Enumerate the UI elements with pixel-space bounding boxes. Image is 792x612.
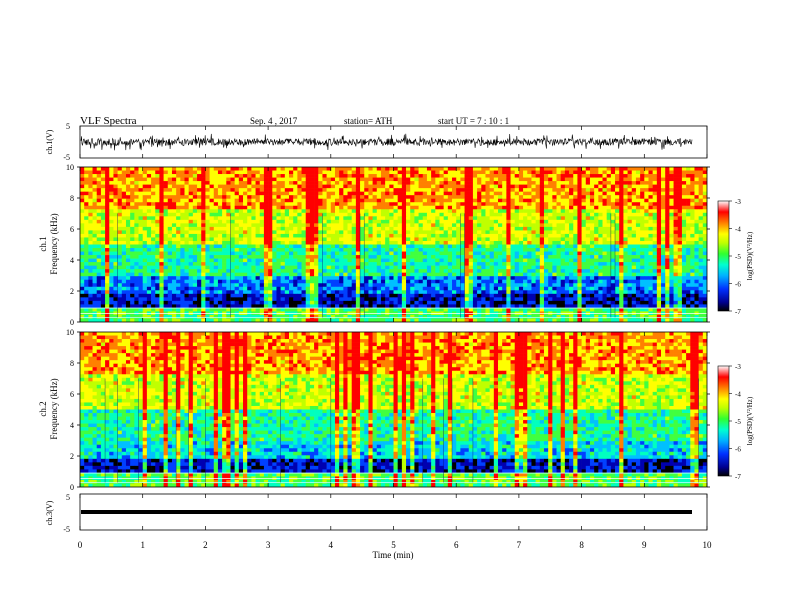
ch1-waveform-line — [80, 133, 693, 151]
time-tick-label: 5 — [391, 540, 396, 550]
freq-tick-label: 0 — [70, 318, 74, 327]
ch1-waveform-trace — [80, 133, 693, 151]
colorbar-tick-label: -7 — [735, 308, 741, 316]
freq-tick-label: 8 — [70, 194, 74, 203]
ch3-ytick-bottom: -5 — [63, 525, 70, 534]
freq-tick-label: 4 — [70, 256, 74, 265]
ch1-spectrogram-ylabel-channel: ch.1 — [38, 236, 48, 251]
colorbar-tick-label: -6 — [735, 446, 741, 454]
freq-tick-label: 0 — [70, 483, 74, 492]
ch1-spectrogram-panel: 0 2 4 6 8 10 ch.1 Frequency (kHz) — [38, 163, 710, 327]
ch1-waveform-panel: 5 -5 ch.1(V) — [45, 122, 708, 162]
time-axis: 0 1 2 3 4 5 6 7 8 9 10 — [78, 126, 712, 550]
figure-title: VLF Spectra — [80, 115, 137, 127]
colorbar-tick-label: -5 — [735, 253, 741, 261]
freq-tick-label: 2 — [70, 452, 74, 461]
time-tick-label: 10 — [703, 540, 713, 550]
colorbar-tick-label: -7 — [735, 473, 741, 481]
time-tick-label: 8 — [579, 540, 584, 550]
colorbar-tick-label: -3 — [735, 198, 741, 206]
time-tick-label: 1 — [140, 540, 145, 550]
freq-tick-label: 10 — [66, 163, 74, 172]
ch2-spectrogram-ylabel-channel: ch.2 — [38, 401, 48, 416]
freq-tick-label: 10 — [66, 328, 74, 337]
ch1-frequency-axis: 0 2 4 6 8 10 — [66, 163, 710, 327]
colorbar-tick-label: -5 — [735, 418, 741, 426]
freq-tick-label: 8 — [70, 359, 74, 368]
freq-tick-label: 6 — [70, 225, 74, 234]
freq-tick-label: 4 — [70, 421, 74, 430]
ch1-colorbar-scale — [717, 200, 730, 312]
ch2-spectrogram-panel: 0 2 4 6 8 10 ch.2 Frequency (kHz) — [38, 328, 710, 492]
ch3-waveform-panel: 5 -5 ch.3(V) 0 1 2 3 4 5 6 7 8 9 10 Time (min) — [45, 126, 712, 560]
ch1-waveform-ylabel: ch.1(V) — [45, 129, 54, 154]
ch2-frequency-axis: 0 2 4 6 8 10 — [66, 328, 710, 492]
ch1-ytick-top: 5 — [66, 122, 70, 131]
colorbar-tick-label: -6 — [735, 281, 741, 289]
ch1-spectrogram-heatmap — [80, 167, 707, 322]
start-time-label: start UT = 7 : 10 : 1 — [438, 116, 509, 126]
time-axis-label: Time (min) — [373, 550, 414, 560]
ch3-waveform-ylabel: ch.3(V) — [45, 500, 54, 525]
ch2-spectrogram-ylabel-frequency: Frequency (kHz) — [49, 378, 59, 439]
colorbar-tick-label: -3 — [735, 363, 741, 371]
time-tick-label: 7 — [517, 540, 522, 550]
ch3-ytick-top: 5 — [66, 493, 70, 502]
time-tick-label: 0 — [78, 540, 83, 550]
date-label: Sep. 4 , 2017 — [250, 116, 298, 126]
ch2-colorbar-label: log(PSD)(V²/Hz) — [746, 396, 754, 445]
ch1-colorbar-ticks: -3 -4 -5 -6 -7 — [729, 198, 741, 316]
station-label: station= ATH — [344, 116, 393, 126]
ch2-colorbar-scale — [717, 365, 730, 477]
time-tick-label: 6 — [454, 540, 459, 550]
freq-tick-label: 6 — [70, 390, 74, 399]
ch1-colorbar-label: log(PSD)(V²/Hz) — [746, 231, 754, 280]
freq-tick-label: 2 — [70, 287, 74, 296]
ch1-ytick-bottom: -5 — [63, 153, 70, 162]
ch3-waveform-trace — [81, 510, 692, 514]
time-tick-label: 2 — [203, 540, 208, 550]
ch2-spectrogram-heatmap — [80, 332, 707, 487]
ch2-colorbar-ticks: -3 -4 -5 -6 -7 — [729, 363, 741, 481]
ch1-spectrogram-ylabel-frequency: Frequency (kHz) — [49, 213, 59, 274]
colorbar-tick-label: -4 — [735, 226, 741, 234]
time-tick-label: 3 — [266, 540, 271, 550]
colorbar-tick-label: -4 — [735, 391, 741, 399]
time-tick-label: 4 — [329, 540, 334, 550]
ch3-waveform-line — [81, 510, 692, 514]
time-tick-label: 9 — [642, 540, 647, 550]
ch1-colorbar: -3 -4 -5 -6 -7 log(PSD)(V²/Hz) — [717, 198, 754, 316]
ch2-colorbar: -3 -4 -5 -6 -7 log(PSD)(V²/Hz) — [717, 363, 754, 481]
